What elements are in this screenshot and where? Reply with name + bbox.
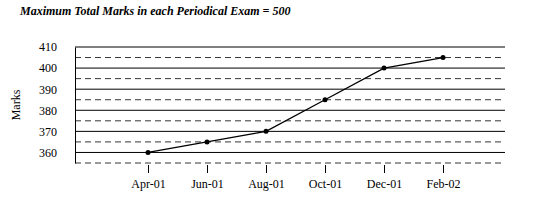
title: Maximum Total Marks in each Periodical E…: [19, 4, 290, 18]
grid: [75, 47, 505, 163]
minor-grid-line: [75, 141, 505, 142]
grid-line: [75, 89, 505, 90]
data-point: [205, 139, 210, 144]
x-tick-mark: [384, 165, 385, 173]
x-tick: Aug-01: [248, 165, 285, 191]
x-tick-label: Dec-01: [367, 177, 402, 191]
x-tick: Feb-02: [427, 165, 461, 191]
x-tick: Apr-01: [131, 165, 165, 191]
data-point: [323, 97, 328, 102]
data-point: [146, 150, 151, 155]
x-tick-mark: [207, 165, 208, 173]
x-tick: Dec-01: [367, 165, 402, 191]
y-tick: 410: [39, 40, 75, 54]
plot-area: [146, 55, 446, 155]
y-tick: 400: [39, 61, 75, 75]
y-tick: 360: [39, 146, 75, 160]
y-tick-label: 360: [39, 146, 57, 160]
y-axis: 360 370 380 390 400 410: [39, 40, 76, 163]
y-tick-label: 380: [39, 104, 57, 118]
chart: Maximum Total Marks in each Periodical E…: [0, 0, 550, 215]
data-point: [441, 55, 446, 60]
y-axis-title: Marks: [9, 89, 23, 120]
x-tick: Oct-01: [309, 165, 342, 191]
data-point: [382, 66, 387, 71]
data-line: [148, 58, 443, 153]
y-tick: 380: [39, 104, 75, 118]
x-tick-label: Aug-01: [248, 177, 285, 191]
x-tick-mark: [266, 165, 267, 173]
x-tick-mark: [325, 165, 326, 173]
grid-line: [75, 152, 505, 153]
y-tick-label: 400: [39, 61, 57, 75]
grid-line: [75, 47, 505, 48]
y-axis-line: [75, 48, 76, 164]
minor-grid-line: [75, 78, 505, 79]
x-tick-mark: [443, 165, 444, 173]
minor-grid-line: [75, 120, 505, 121]
x-tick-label: Apr-01: [131, 177, 165, 191]
y-tick-label: 370: [39, 125, 57, 139]
x-tick-label: Oct-01: [309, 177, 342, 191]
grid-line: [75, 68, 505, 69]
x-axis: Apr-01 Jun-01 Aug-01 Oct-01 Dec-01 Feb-02: [131, 165, 460, 191]
y-tick-label: 390: [39, 83, 57, 97]
y-tick-label: 410: [39, 40, 57, 54]
minor-grid-line: [75, 163, 505, 164]
grid-line: [75, 131, 505, 132]
x-tick-mark: [148, 165, 149, 173]
x-tick-label: Feb-02: [427, 177, 461, 191]
grid-line: [75, 110, 505, 111]
x-tick: Jun-01: [191, 165, 224, 191]
y-tick: 390: [39, 83, 75, 97]
minor-grid-line: [75, 99, 505, 100]
data-point: [264, 129, 269, 134]
y-tick: 370: [39, 125, 75, 139]
x-tick-label: Jun-01: [191, 177, 224, 191]
